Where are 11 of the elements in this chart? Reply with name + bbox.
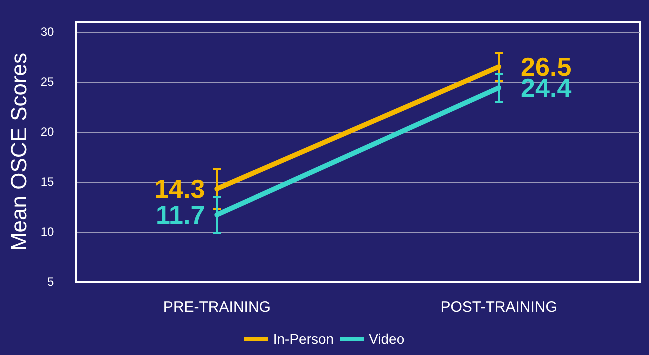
y-tick-label: 25 bbox=[40, 75, 55, 89]
x-tick-label: PRE-TRAINING bbox=[163, 299, 271, 316]
y-tick-label: 10 bbox=[40, 225, 55, 239]
legend-label: Video bbox=[369, 331, 405, 347]
y-tick-label: 30 bbox=[40, 25, 55, 39]
x-tick-label: POST-TRAINING bbox=[440, 299, 558, 316]
y-axis-title: Mean OSCE Scores bbox=[6, 52, 32, 252]
legend-label: In-Person bbox=[273, 331, 334, 347]
y-tick-label: 15 bbox=[40, 175, 55, 189]
y-tick-label: 20 bbox=[40, 125, 55, 139]
y-tick-label: 5 bbox=[48, 275, 55, 289]
